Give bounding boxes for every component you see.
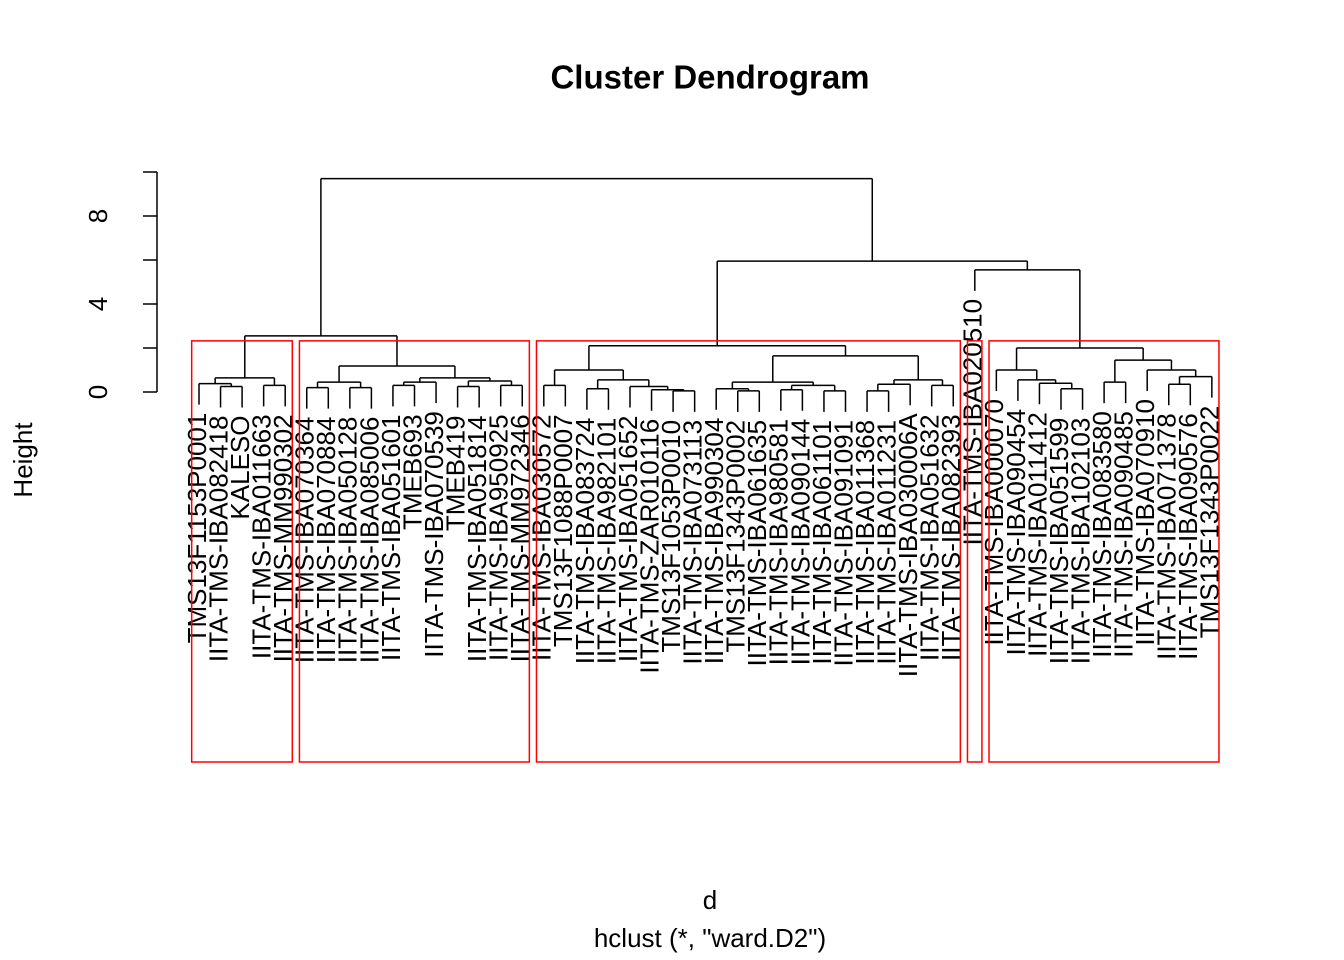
dendrogram-link [877,383,911,406]
leaf-label: IITA-TMS-IBA982101 [591,418,621,665]
leaf-label: IITA-TMS-IBA090144 [785,419,815,666]
dendrogram-link [866,390,890,412]
dendrogram-link [1146,369,1197,391]
leaf-label: IITA-TMS-IBA071378 [1152,413,1182,660]
leaf-label: TMS13F1053P0010 [656,420,686,653]
leaf-label: IITA-TMS-IBA030006A [893,413,923,678]
dendrogram-link [244,335,398,378]
chart-title: Cluster Dendrogram [550,59,869,96]
leaf-label: TMS13F1343P0002 [721,420,751,653]
leaf-label: IITA-TMS-IBA030572 [527,414,557,661]
cluster-rect [190,340,294,763]
dendrogram-link [672,390,696,412]
y-axis-label: Height [8,422,38,498]
dendrogram-link [780,389,804,411]
leaf-label: IITA-TMS-IBA980581 [764,419,794,666]
dendrogram-link [219,385,243,408]
leaf-label: IITA-TMS-MM972346 [505,414,535,662]
dendrogram-link [772,355,919,383]
leaf-label: IITA-TMS-IBA051814 [462,416,492,663]
cluster-rect [298,340,531,763]
leaf-label: IITA-TMS-IBA011663 [247,414,277,659]
leaf-label: IITA-TMS-IBA061101 [807,420,837,665]
leaf-label: IITA-TMS-IBA070364 [290,417,320,664]
dendrogram-link [596,379,650,389]
leaf-label: IITA-TMS-IBA082418 [203,416,233,663]
y-tick-label: 4 [83,297,113,311]
leaf-label: IITA-TMS-IBA050128 [333,417,363,664]
leaf-label: IITA-TMS-IBA070539 [419,411,449,658]
leaf-label: IITA-TMS-IBA070910 [1130,399,1160,646]
leaf-label: IITA-TMS-IBA102103 [1065,418,1095,665]
dendrogram-link [499,384,523,407]
leaf-label: TMS13F1088P0007 [548,414,578,647]
dendrogram-link [338,365,456,383]
leaf-label: KALESO [225,416,255,520]
dendrogram-link [316,381,362,388]
leaf-label: IITA-TMS-IBA073113 [678,420,708,665]
dendrogram-link [1114,359,1173,383]
leaf-label: IITA-TMS-IBA020510 [958,299,988,546]
dendrogram-link [349,386,373,409]
leaf-label: IITA-TMS-IBA051601 [376,414,406,661]
leaf-label: IITA-TMS-IBA051632 [915,414,945,661]
dendrogram-link [262,384,286,407]
leaf-label: TMS13F1343P0022 [1195,406,1225,639]
dendrogram-link [823,390,847,412]
y-tick-label: 8 [83,209,113,223]
subtitle: hclust (*, "ward.D2") [594,923,826,953]
leaf-label: IITA-TMS-ZAR010116 [634,419,664,674]
y-tick-label: 0 [83,385,113,399]
cluster-rect [966,340,983,763]
dendrogram-link [650,389,685,411]
leaf-label: IITA-TMS-IBA090485 [1109,411,1139,658]
cluster-rect [988,340,1220,763]
leaf-label: IITA-TMS-IBA083580 [1087,411,1117,658]
leaf-label: IITA-TMS-IBA000070 [979,399,1009,646]
dendrogram-link [1103,381,1127,404]
leaf-label: IITA-TMS-IBA051599 [1044,418,1074,665]
dendrogram-link [1178,375,1213,398]
leaf-label: IITA-TMS-IBA051652 [613,416,643,663]
leaf-label: TMEB693 [397,414,427,530]
dendrogram-link [456,385,480,408]
leaf-label: IITA-TMS-IBA070884 [311,417,341,664]
dendrogram-link [974,269,1081,348]
leaf-label: IITA-TMS-IBA011368 [850,420,880,665]
dendrogram-link [306,386,330,409]
leaf-label: TMS13F1153P0001 [182,413,212,644]
leaf-label: TMEB419 [440,416,470,532]
leaf-label: IITA-TMS-IBA950925 [484,414,514,661]
dendrogram-link [930,384,954,407]
leaf-label: IITA-TMS-IBA082393 [936,414,966,661]
cluster-rect [535,340,962,763]
dendrogram-link [392,384,416,407]
dendrogram-link [1168,383,1192,406]
leaf-label: IITA-TMS-IBA090576 [1173,413,1203,660]
leaf-label: IITA-TMS-IBA085006 [354,417,384,664]
leaf-label: IITA-TMS-IBA990304 [699,418,729,665]
dendrogram-link [1038,382,1073,405]
dendrogram-link [553,369,625,386]
leaf-label: IITA-TMS-IBA083724 [570,418,600,665]
leaf-label: IITA-TMS-IBA061635 [742,420,772,667]
dendrogram-link [715,387,750,410]
dendrogram-link [320,177,874,336]
dendrogram-link [1015,347,1144,370]
dendrogram-link [586,387,610,410]
x-axis-label: d [703,885,717,915]
leaf-label: IITA-TMS-MM990302 [268,414,298,662]
dendrogram-link [588,345,847,370]
dendrogram-link [543,384,567,407]
leaf-label: IITA-TMS-IBA011412 [1022,412,1052,657]
dendrogram-link [737,390,761,412]
leaf-label: IITA-TMS-IBA011231 [871,420,901,665]
leaf-label: IITA-TMS-IBA091091 [828,420,858,667]
leaf-label: IITA-TMS-IBA090454 [1001,409,1031,656]
dendrogram-link [1060,387,1084,410]
